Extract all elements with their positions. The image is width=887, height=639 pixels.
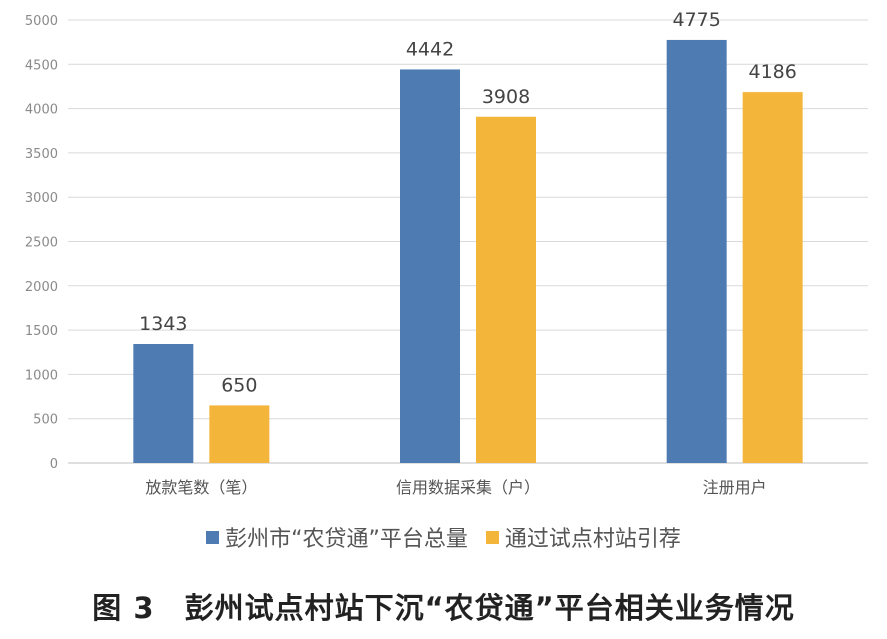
- legend-swatch-series-2: [485, 530, 499, 544]
- y-tick-label-4000: 4000: [25, 103, 58, 118]
- legend-label-series-2: 通过试点村站引荐: [504, 527, 681, 552]
- y-tick-label-5000: 5000: [25, 14, 58, 29]
- data-label-series-1-cat-1: 1343: [139, 313, 187, 335]
- data-label-series-1-cat-2: 4442: [406, 38, 454, 60]
- data-label-series-2-cat-1: 650: [221, 374, 257, 396]
- y-tick-label-3000: 3000: [25, 191, 58, 206]
- y-tick-label-0: 0: [50, 457, 58, 472]
- bar-series-2-cat-2: [476, 116, 536, 464]
- y-tick-label-4500: 4500: [25, 58, 58, 73]
- data-label-series-2-cat-2: 3908: [482, 86, 530, 108]
- data-label-series-1-cat-3: 4775: [672, 9, 720, 31]
- legend: 彭州市“农贷通”平台总量 通过试点村站引荐: [0, 521, 887, 553]
- bar-series-1-cat-1: [133, 344, 194, 463]
- y-tick-label-1500: 1500: [25, 324, 58, 339]
- legend-item-series-1: 彭州市“农贷通”平台总量: [206, 521, 468, 553]
- x-category-label-2: 信用数据采集（户）: [396, 478, 540, 497]
- y-tick-label-2000: 2000: [25, 280, 58, 295]
- y-tick-label-2500: 2500: [25, 236, 58, 251]
- x-category-label-3: 注册用户: [703, 478, 767, 497]
- data-label-series-2-cat-3: 4186: [748, 61, 796, 83]
- legend-label-series-1: 彭州市“农贷通”平台总量: [225, 527, 468, 552]
- y-tick-label-1000: 1000: [25, 368, 58, 383]
- bar-series-1-cat-2: [400, 69, 460, 464]
- legend-item-series-2: 通过试点村站引荐: [485, 521, 681, 553]
- bar-series-2-cat-3: [742, 92, 803, 464]
- y-tick-label-3500: 3500: [25, 147, 58, 162]
- y-tick-label-500: 500: [33, 413, 58, 428]
- bar-chart: 0 500 1000 1500 2000 2500 3000 3500 4000 4500 5000…: [25, 9, 868, 497]
- figure-caption: 图 3 彭州试点村站下沉“农贷通”平台相关业务情况: [92, 591, 795, 625]
- legend-swatch-series-1: [206, 530, 220, 544]
- bar-series-2-cat-1: [209, 405, 270, 463]
- x-category-label-1: 放款笔数（笔）: [145, 478, 257, 497]
- bar-series-1-cat-3: [666, 39, 727, 464]
